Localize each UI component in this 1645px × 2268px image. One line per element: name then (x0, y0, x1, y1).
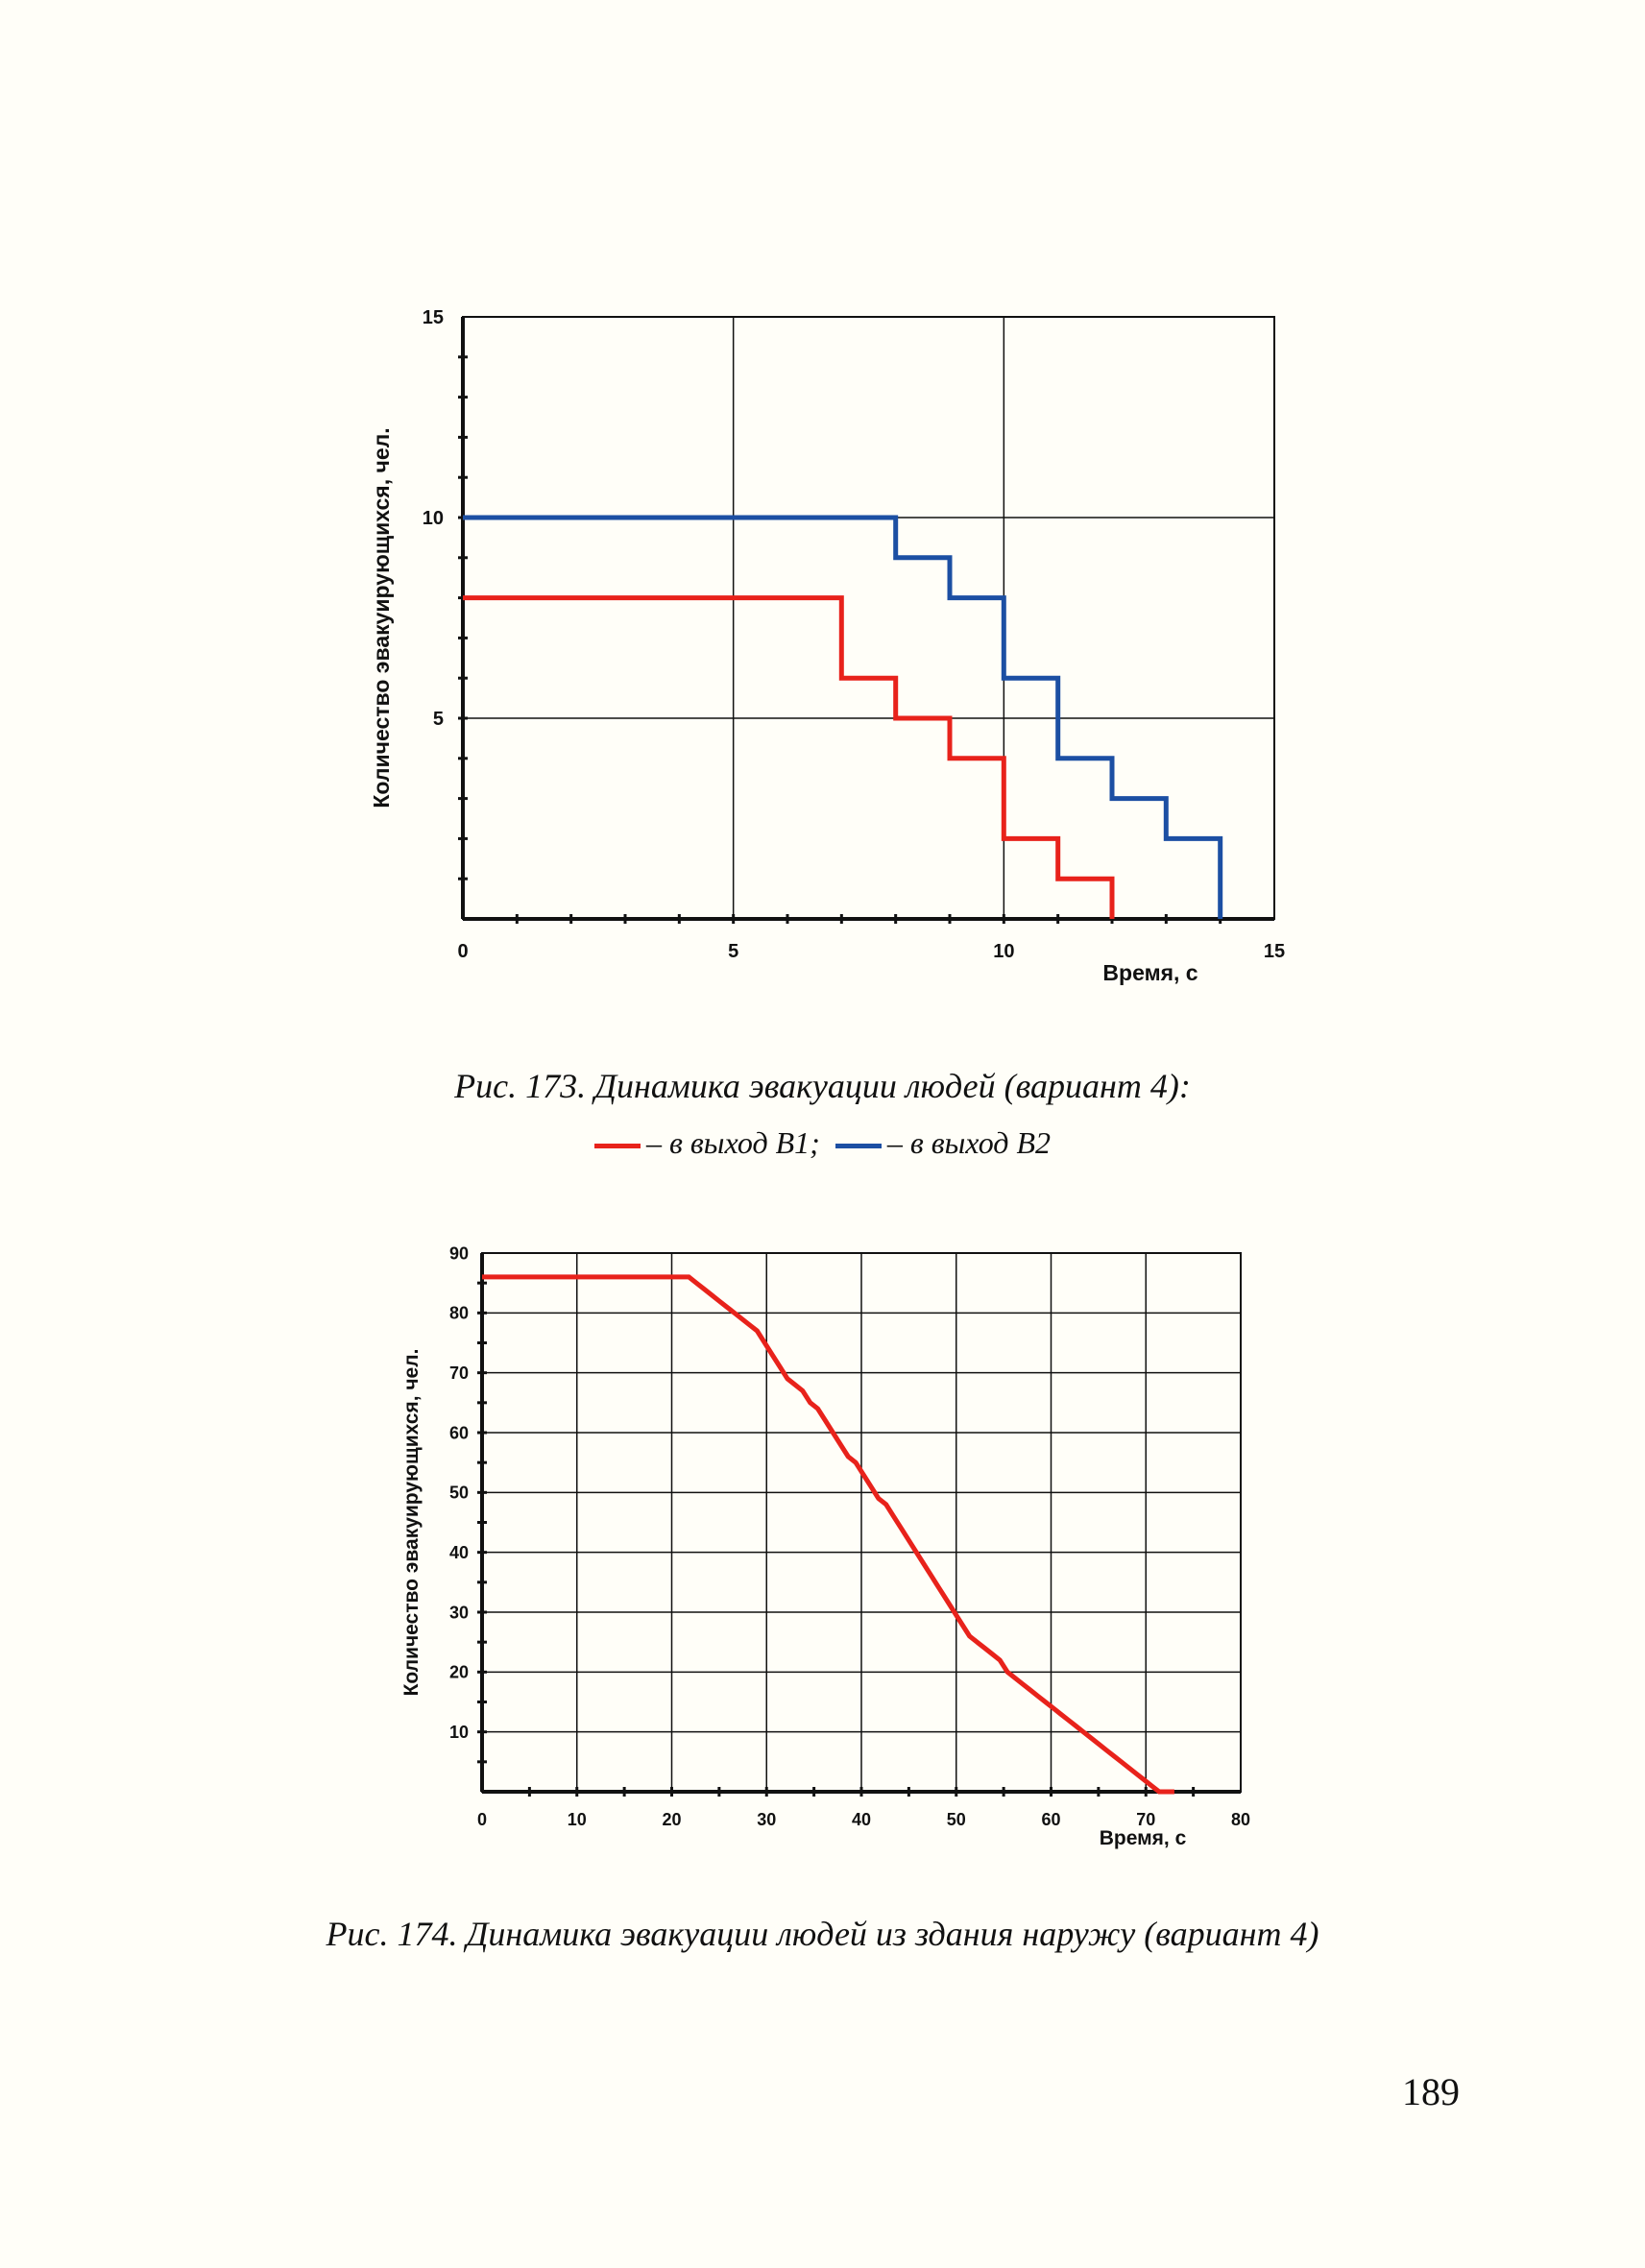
x-tick-label: 60 (1041, 1810, 1060, 1829)
series-line-2 (463, 515, 1223, 919)
legend-entry-b1: – в выход В1; (594, 1125, 820, 1161)
x-tick-label: 10 (568, 1810, 587, 1829)
y-tick-label: 5 (433, 709, 444, 730)
x-tick-label: 50 (947, 1810, 966, 1829)
fig173-caption: Рис. 173. Динамика эвакуации людей (вари… (454, 1067, 1191, 1105)
legend-swatch-b2 (835, 1144, 882, 1149)
y-tick-label: 10 (449, 1723, 469, 1742)
y-tick-label: 20 (449, 1663, 469, 1682)
y-tick-label: 50 (449, 1484, 469, 1503)
chart-fig173: 0 5 10 15 5 10 15 Время, с Количество эвакуирующ… (369, 307, 1285, 985)
x-tick-label: 0 (457, 941, 468, 962)
y-tick-label: 80 (449, 1304, 469, 1323)
y-axis-label: Количество эвакуирующихся, чел. (400, 1349, 423, 1697)
y-tick-label: 70 (449, 1363, 469, 1383)
x-tick-label: 0 (477, 1810, 487, 1829)
fig173-legend: – в выход В1; – в выход В2 (0, 1125, 1645, 1161)
x-tick-label: 40 (852, 1810, 871, 1829)
x-tick-label: 5 (728, 941, 738, 962)
x-axis-label: Время, с (1100, 1827, 1187, 1849)
legend-swatch-b1 (594, 1144, 641, 1149)
y-tick-label: 60 (449, 1423, 469, 1442)
legend-label-b2: – в выход В2 (886, 1125, 1051, 1160)
x-tick-label: 80 (1231, 1810, 1250, 1829)
chart-fig174: 0 10 20 30 40 50 60 70 80 10 20 30 40 50 60 70 80 90 Время… (400, 1243, 1250, 1849)
legend-entry-b2: – в выход В2 (835, 1125, 1051, 1161)
x-tick-label: 15 (1264, 941, 1285, 962)
x-tick-label: 70 (1136, 1810, 1155, 1829)
y-tick-label: 10 (423, 508, 444, 529)
fig174-caption: Рис. 174. Динамика эвакуации людей из зд… (326, 1915, 1319, 1953)
y-tick-label: 15 (423, 307, 444, 328)
legend-label-b1: – в выход В1; (646, 1125, 820, 1160)
page-number: 189 (1402, 2070, 1460, 2113)
y-axis-label: Количество эвакуирующихся, чел. (369, 427, 394, 808)
x-tick-label: 30 (757, 1810, 776, 1829)
y-tick-label: 30 (449, 1603, 469, 1622)
x-tick-label: 20 (662, 1810, 681, 1829)
x-axis-label: Время, с (1102, 960, 1197, 985)
y-tick-label: 40 (449, 1543, 469, 1562)
x-tick-label: 10 (993, 941, 1014, 962)
y-tick-label: 90 (449, 1243, 469, 1263)
series-line-1 (463, 595, 1115, 919)
series-line-1 (482, 1274, 1174, 1795)
